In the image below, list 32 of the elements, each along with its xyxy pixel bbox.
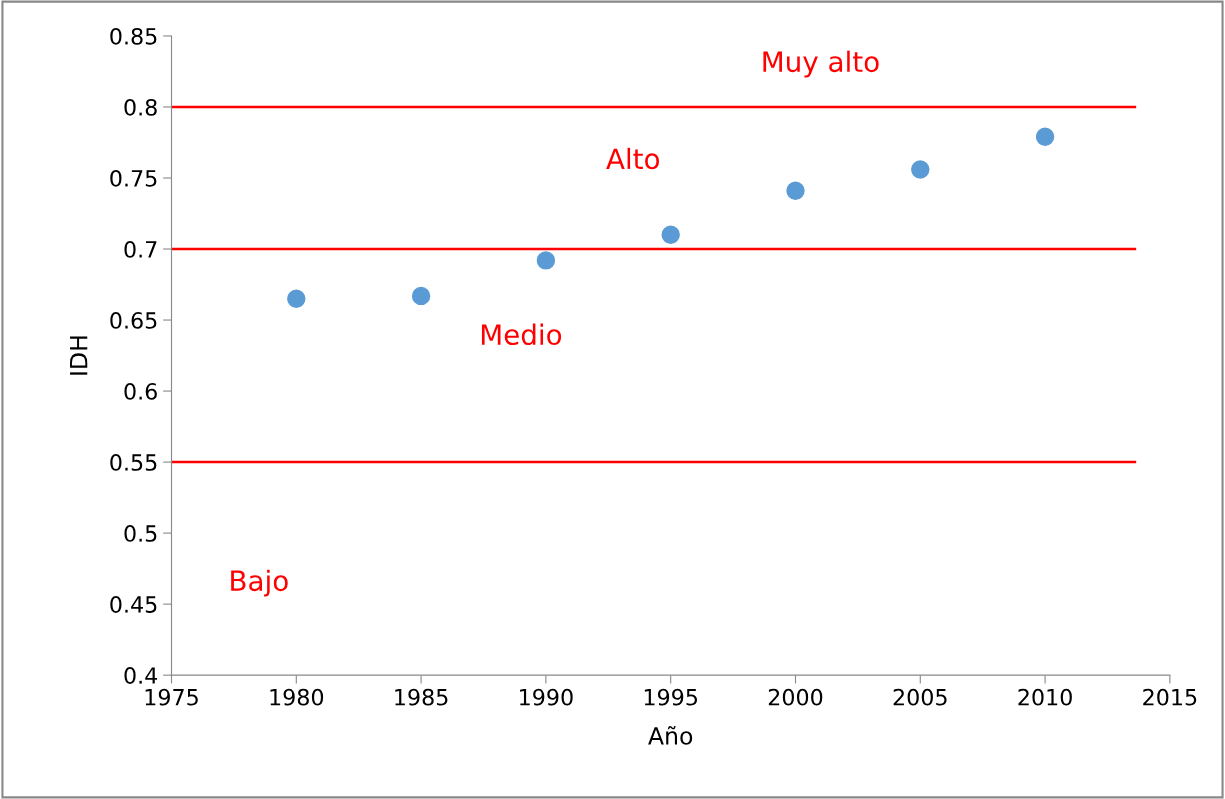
x-tick-label: 2000 (768, 688, 823, 706)
y-tick-label: 0.8 (124, 98, 157, 116)
point (661, 225, 680, 245)
y-tick-label: 0.85 (110, 27, 157, 45)
point (786, 181, 805, 200)
point (287, 289, 306, 308)
y-tick-label: 0.7 (124, 240, 157, 258)
x-tick-label: 1975 (145, 688, 198, 706)
annotation: Bajo (231, 569, 288, 597)
point (411, 286, 431, 306)
x-tick-label: 1980 (270, 688, 324, 706)
point (1035, 127, 1055, 147)
y-tick-label: 0.65 (110, 311, 157, 329)
y-tick-label: 0.55 (110, 454, 157, 471)
point (911, 160, 930, 179)
y-axis-title: IDH (70, 336, 88, 375)
y-tick-label: 0.75 (110, 169, 157, 187)
x-tick-label: 2010 (1018, 688, 1072, 706)
point (536, 251, 556, 270)
y-tick-label: 0.6 (124, 383, 157, 400)
annotation: Alto (606, 147, 660, 170)
annotation: Muy alto (763, 50, 879, 78)
x-tick-label: 2005 (893, 688, 947, 706)
x-tick-label: 1990 (520, 688, 573, 706)
y-tick-label: 0.5 (124, 525, 157, 542)
x-tick-label: 1985 (395, 688, 448, 706)
x-tick-label: 2015 (1143, 688, 1197, 706)
y-tick-label: 0.4 (124, 667, 158, 684)
x-tick-label: 1995 (644, 688, 698, 706)
annotation: Medio (481, 323, 562, 346)
x-axis-title: Año (648, 726, 693, 745)
y-tick-label: 0.45 (110, 596, 157, 613)
